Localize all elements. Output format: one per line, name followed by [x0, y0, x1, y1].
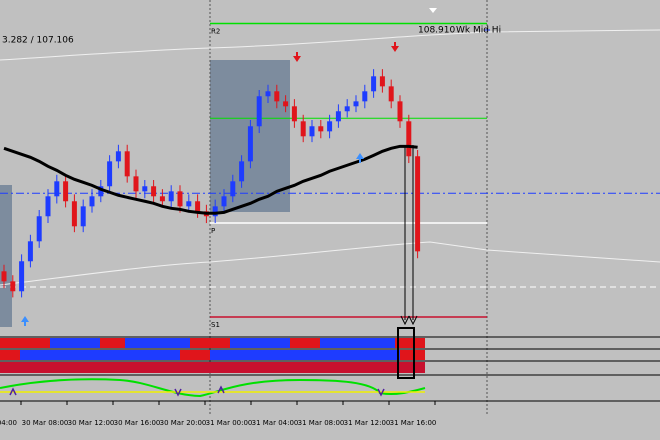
signal-segment — [400, 350, 425, 360]
candle-body — [247, 126, 253, 162]
highlight-box — [397, 327, 415, 379]
candle-body — [36, 216, 42, 242]
candle-body — [344, 106, 350, 112]
candle-body — [98, 186, 104, 197]
candle-body — [151, 186, 157, 197]
candle-body — [256, 96, 262, 127]
candle-body — [406, 121, 412, 157]
candle-body — [274, 91, 280, 102]
candle-body — [291, 106, 297, 122]
candle-body — [239, 161, 245, 182]
envelope — [0, 29, 660, 61]
candle-body — [309, 126, 315, 137]
zone — [0, 185, 12, 327]
x-tick-label: 31 Mar 00:00 — [206, 419, 253, 427]
candle-body — [230, 181, 236, 197]
candle-body — [335, 111, 341, 122]
candle-body — [353, 101, 359, 107]
up-arrow — [21, 316, 29, 326]
x-tick-label: 30 Mar 16:00 — [114, 419, 161, 427]
signal-segment — [180, 350, 210, 360]
candle-body — [63, 181, 69, 202]
candle-body — [388, 86, 394, 102]
candle-body — [221, 196, 227, 207]
candle-body — [133, 176, 139, 192]
candle-body — [115, 151, 121, 162]
candle-body — [80, 206, 86, 227]
signal-segment — [0, 350, 20, 360]
candle-body — [300, 121, 306, 137]
candle-body — [1, 271, 7, 282]
signal-segment — [290, 338, 320, 348]
x-tick-label: 30 Mar 08:00 — [22, 419, 69, 427]
wk-mid-hi-value: 108.910 — [418, 26, 455, 36]
candle-body — [10, 281, 16, 292]
candle-body — [27, 241, 33, 262]
candle-body — [195, 201, 201, 212]
x-tick-label: 30 Mar 12:00 — [68, 419, 115, 427]
candle-body — [318, 126, 324, 132]
candle-body — [177, 191, 183, 207]
candle-body — [159, 196, 165, 202]
moving-average — [3, 144, 418, 215]
x-tick-label: 31 Mar 16:00 — [390, 419, 437, 427]
down-arrow — [293, 52, 301, 62]
plot: R2 P S1 108.910 Wk Mid Hi — [0, 22, 660, 329]
candle-body — [124, 151, 130, 177]
pivot-label: R2 — [211, 27, 220, 35]
pivot-label: S1 — [211, 321, 220, 329]
signal-row — [0, 362, 425, 373]
wk-mid-hi-label: Wk Mid Hi — [456, 26, 501, 36]
signal-row — [0, 350, 425, 360]
x-tick-label: 31 Mar 04:00 — [252, 419, 299, 427]
candle-body — [168, 191, 174, 202]
signal-segment — [0, 338, 50, 348]
connector-head — [400, 315, 418, 326]
osc-arrow — [174, 388, 385, 397]
pivot-label: P — [211, 227, 215, 235]
candle-body — [45, 196, 51, 217]
candle-body — [283, 101, 289, 107]
envelope — [0, 241, 660, 286]
marker — [429, 8, 437, 13]
candle-body — [89, 196, 95, 207]
candle-body — [71, 201, 77, 227]
candle-body — [397, 101, 403, 122]
header: 3.282 / 107.106 — [2, 36, 74, 46]
x-tick-label: 31 Mar 12:00 — [344, 419, 391, 427]
x-tick-label: 30 Mar 20:00 — [160, 419, 207, 427]
signal-segment — [100, 338, 125, 348]
candle-body — [107, 161, 113, 187]
signal-segment — [395, 338, 425, 348]
down-arrow — [391, 42, 399, 52]
x-tick-label: 31 Mar 08:00 — [298, 419, 345, 427]
osc-arrow — [9, 385, 225, 396]
candle-body — [362, 91, 368, 102]
candle-body — [142, 186, 148, 192]
candle-body — [54, 181, 60, 197]
x-tick-label: 04:00 — [0, 419, 17, 427]
candle-body — [379, 76, 385, 87]
candle-body — [212, 206, 218, 217]
candle-body — [19, 261, 25, 292]
candle-body — [371, 76, 377, 92]
candle-body — [327, 121, 333, 132]
up-arrow — [356, 153, 364, 163]
candle-body — [415, 156, 421, 252]
signal-pane — [0, 336, 660, 402]
candle-body — [265, 91, 271, 97]
signal-segment — [190, 338, 230, 348]
candle-body — [186, 201, 192, 207]
